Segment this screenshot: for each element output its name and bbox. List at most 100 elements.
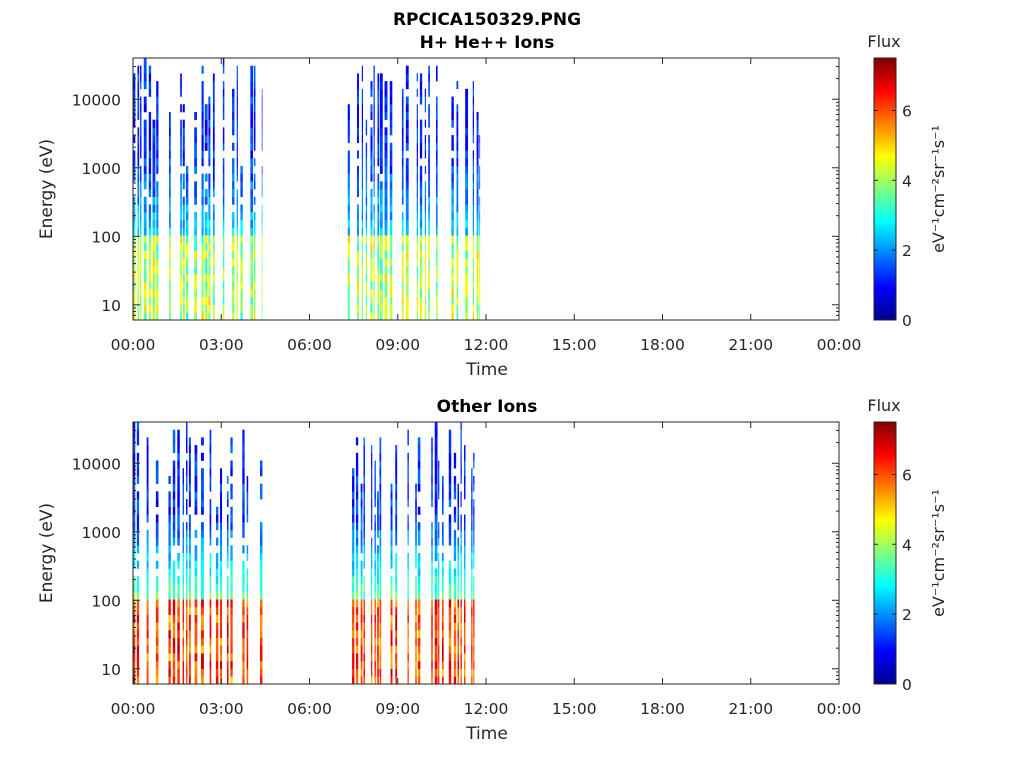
- heatmap-cell: [152, 196, 156, 205]
- heatmap-cell: [204, 104, 208, 113]
- heatmap-cell: [137, 81, 140, 90]
- heatmap-cell: [424, 258, 427, 267]
- heatmap-cell: [434, 568, 438, 577]
- heatmap-cell: [201, 676, 204, 684]
- heatmap-cell: [133, 660, 136, 669]
- heatmap-cell: [246, 576, 249, 585]
- heatmap-cell: [201, 545, 204, 554]
- heatmap-cell: [201, 660, 204, 669]
- heatmap-cell: [136, 576, 140, 585]
- heatmap-cell: [133, 622, 136, 631]
- heatmap-cell: [347, 119, 350, 128]
- heatmap-cell: [361, 127, 364, 136]
- heatmap-cell: [355, 645, 359, 654]
- heatmap-cell: [242, 637, 245, 646]
- heatmap-cell: [384, 296, 388, 305]
- heatmap-cell: [456, 304, 459, 313]
- heatmap-cell: [365, 273, 368, 282]
- heatmap-cell: [448, 560, 452, 569]
- heatmap-cell: [201, 312, 204, 320]
- heatmap-cell: [222, 88, 225, 97]
- heatmap-cell: [186, 499, 188, 508]
- heatmap-cell: [143, 65, 147, 74]
- heatmap-cell: [250, 235, 253, 244]
- heatmap-cell: [360, 660, 363, 669]
- heatmap-cell: [415, 668, 417, 677]
- heatmap-cell: [436, 266, 438, 275]
- heatmap-cell: [379, 553, 382, 562]
- heatmap-cell: [194, 158, 197, 167]
- heatmap-cell: [253, 235, 256, 244]
- heatmap-cell: [148, 204, 152, 213]
- heatmap-cell: [465, 273, 469, 282]
- heatmap-cell: [395, 660, 398, 669]
- heatmap-cell: [182, 142, 185, 151]
- heatmap-cell: [253, 104, 256, 113]
- heatmap-cell: [201, 437, 204, 446]
- heatmap-cell: [457, 668, 460, 677]
- heatmap-cell: [188, 491, 191, 500]
- heatmap-cell: [253, 96, 256, 105]
- heatmap-cell: [390, 506, 393, 515]
- heatmap-cell: [471, 576, 473, 585]
- heatmap-cell: [463, 560, 466, 569]
- heatmap-cell: [365, 142, 368, 151]
- heatmap-cell: [395, 653, 398, 662]
- heatmap-cell: [460, 560, 462, 569]
- heatmap-cell: [460, 591, 462, 600]
- heatmap-cell: [180, 196, 182, 205]
- heatmap-cell: [259, 599, 263, 608]
- heatmap-cell: [419, 165, 423, 174]
- heatmap-cell: [441, 491, 444, 500]
- heatmap-cell: [379, 445, 382, 454]
- heatmap-cell: [188, 529, 191, 538]
- heatmap-cell: [208, 204, 211, 213]
- heatmap-cell: [204, 189, 208, 198]
- heatmap-cell: [417, 437, 421, 446]
- heatmap-cell: [146, 537, 149, 546]
- heatmap-cell: [177, 437, 180, 446]
- heatmap-cell: [146, 506, 149, 515]
- heatmap-cell: [473, 606, 475, 615]
- heatmap-cell: [172, 560, 176, 569]
- heatmap-cell: [352, 660, 355, 669]
- heatmap-cell: [377, 304, 380, 313]
- heatmap-cell: [261, 96, 263, 105]
- heatmap-cell: [471, 668, 473, 677]
- heatmap-cell: [405, 127, 409, 136]
- heatmap-cell: [215, 660, 219, 669]
- heatmap-cell: [168, 606, 171, 615]
- heatmap-cell: [146, 653, 149, 662]
- heatmap-cell: [155, 460, 159, 469]
- heatmap-cell: [156, 142, 159, 151]
- heatmap-cell: [401, 312, 404, 320]
- heatmap-cell: [209, 676, 212, 684]
- heatmap-cell: [347, 127, 350, 136]
- heatmap-cell: [172, 499, 176, 508]
- heatmap-cell: [448, 499, 452, 508]
- heatmap-cell: [143, 289, 147, 298]
- heatmap-cell: [230, 445, 233, 454]
- heatmap-cell: [194, 583, 198, 592]
- heatmap-cell: [172, 576, 176, 585]
- heatmap-cell: [465, 88, 469, 97]
- heatmap-cell: [212, 96, 215, 105]
- heatmap-cell: [172, 583, 176, 592]
- heatmap-cell: [212, 165, 215, 174]
- heatmap-cell: [148, 235, 152, 244]
- heatmap-cell: [152, 258, 156, 267]
- heatmap-cell: [456, 250, 459, 259]
- heatmap-cell: [250, 173, 253, 182]
- heatmap-cell: [384, 212, 388, 221]
- heatmap-cell: [220, 591, 223, 600]
- heatmap-cell: [259, 668, 263, 677]
- heatmap-cell: [204, 258, 208, 267]
- heatmap-cell: [169, 250, 171, 259]
- heatmap-cell: [186, 637, 188, 646]
- heatmap-cell: [431, 499, 433, 508]
- heatmap-cell: [428, 158, 430, 167]
- heatmap-cell: [476, 273, 479, 282]
- heatmap-cell: [209, 560, 212, 569]
- heatmap-cell: [384, 135, 388, 144]
- heatmap-cell: [434, 553, 438, 562]
